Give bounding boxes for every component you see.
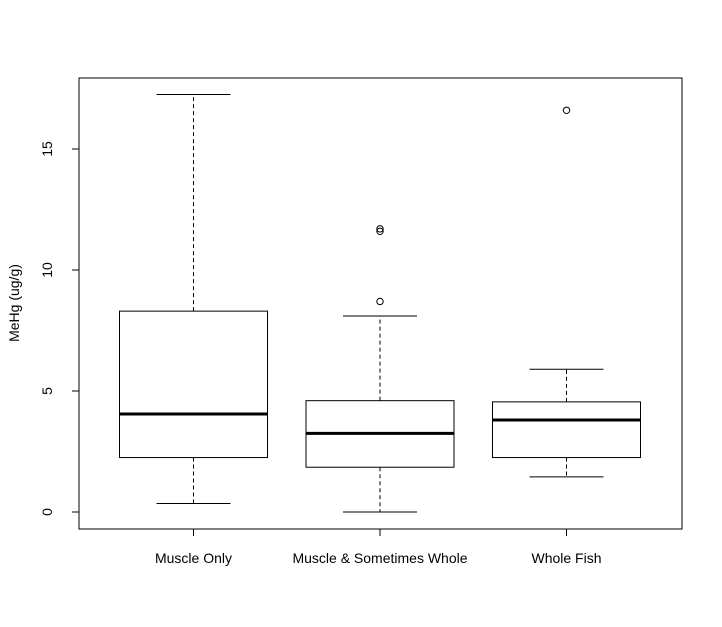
outlier-point <box>376 227 384 235</box>
box-iqr <box>492 401 641 459</box>
y-tick-label: 15 <box>39 141 55 157</box>
box-group <box>305 225 455 513</box>
boxes-group <box>119 94 641 513</box>
y-axis: 0 5 10 15 <box>39 141 80 516</box>
x-axis: Muscle Only Muscle & Sometimes Whole Whole… <box>155 528 602 566</box>
x-category-label: Muscle Only <box>155 550 232 566</box>
box-group <box>492 106 641 478</box>
box-group <box>119 94 268 505</box>
y-axis-title: MeHg (ug/g) <box>6 264 22 342</box>
outlier-point <box>376 225 384 233</box>
outlier-point <box>376 297 384 306</box>
y-tick-label: 0 <box>39 508 55 516</box>
x-category-label: Whole Fish <box>531 550 601 566</box>
box-iqr <box>119 310 268 459</box>
y-tick-label: 10 <box>39 262 55 278</box>
y-tick-label: 5 <box>39 387 55 395</box>
x-category-label: Muscle & Sometimes Whole <box>292 550 467 566</box>
outlier-point <box>562 106 571 114</box>
